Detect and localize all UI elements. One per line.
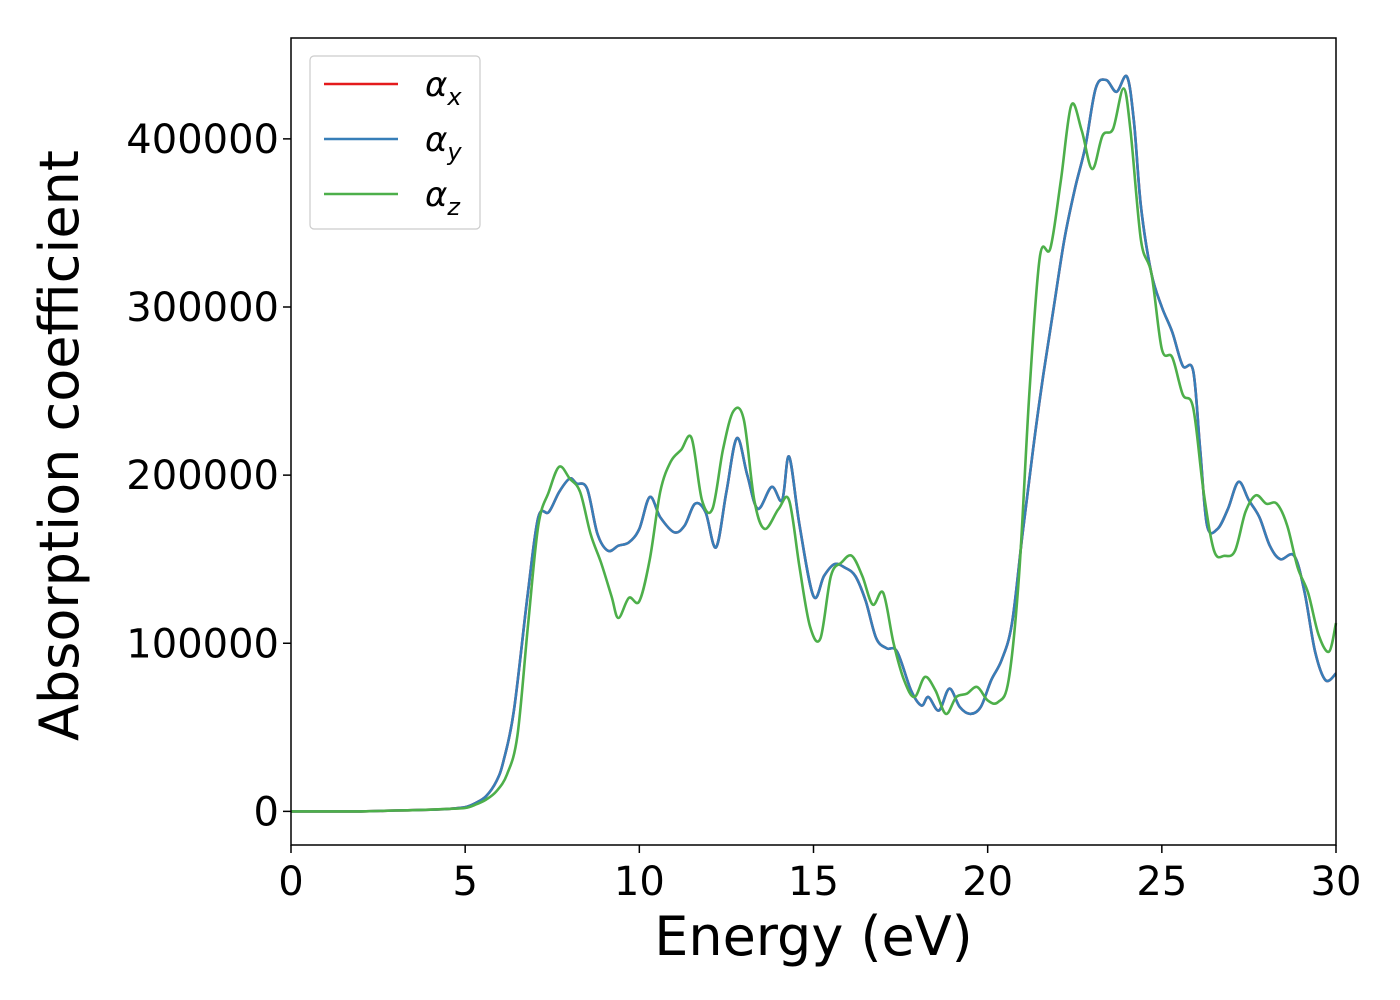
plot-lines xyxy=(291,74,1338,813)
x-tick-label: 20 xyxy=(962,859,1013,905)
y-tick-label: 400000 xyxy=(126,117,279,163)
x-tick-label: 25 xyxy=(1136,859,1187,905)
series-line-alpha-y xyxy=(291,74,1337,813)
x-axis-label: Energy (eV) xyxy=(654,905,973,968)
x-tick-label: 10 xyxy=(614,859,665,905)
y-tick-label: 0 xyxy=(254,789,279,835)
y-tick-label: 300000 xyxy=(126,285,279,331)
x-tick-label: 15 xyxy=(788,859,839,905)
series-line-alpha-z xyxy=(291,87,1338,813)
x-tick-label: 5 xyxy=(452,859,477,905)
x-tick-label: 30 xyxy=(1311,859,1362,905)
legend: αx αy αz xyxy=(309,55,481,230)
legend-label-alpha-z: αz xyxy=(425,175,461,221)
y-tick-label: 100000 xyxy=(126,621,279,667)
x-tick-label: 0 xyxy=(278,859,303,905)
x-axis-ticks: 0 5 10 15 20 25 30 xyxy=(278,845,1361,905)
legend-label-alpha-y: αy xyxy=(425,120,462,166)
legend-label-alpha-x: αx xyxy=(425,65,462,111)
legend-box xyxy=(309,55,481,230)
y-axis-ticks: 0 100000 200000 300000 400000 xyxy=(126,117,291,835)
y-tick-label: 200000 xyxy=(126,453,279,499)
y-axis-label: Absorption coefficient xyxy=(28,150,91,741)
